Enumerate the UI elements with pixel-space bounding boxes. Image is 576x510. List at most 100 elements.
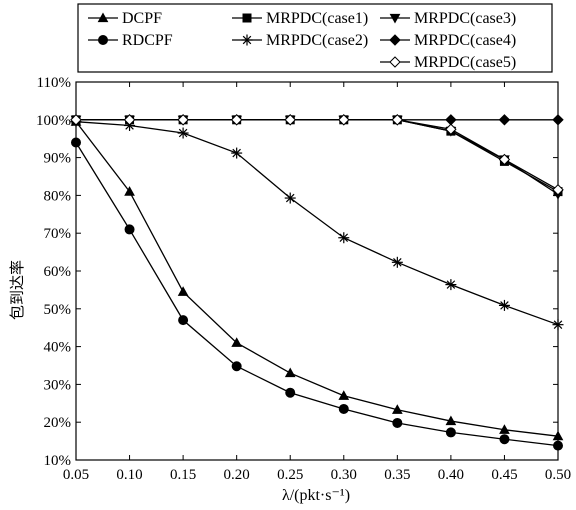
data-point-mrpdc-case5 [284,114,296,126]
legend-label: MRPDC(case3) [414,10,516,27]
data-point-mrpdc-case2 [552,319,564,331]
series-line-mrpdc-case2 [75,121,559,326]
data-point-dcpf [231,337,243,347]
y-tick-label: 10% [44,453,72,469]
x-tick-label: 0.20 [224,467,250,483]
y-tick-label: 40% [44,340,72,356]
x-tick-label: 0.40 [438,467,464,483]
data-point-mrpdc-case5 [445,123,457,135]
legend-item: MRPDC(case1) [232,10,368,27]
data-point-mrpdc-case2 [231,147,243,159]
y-tick-label: 60% [44,264,72,280]
data-point-mrpdc-case5 [177,114,189,126]
y-tick-label: 110% [37,75,71,91]
data-point-mrpdc-case5 [391,114,404,126]
asterisk-stroke [500,301,509,310]
legend-item: MRPDC(case3) [380,10,516,27]
data-point-dcpf [445,415,457,426]
series-mrpdc-case5 [70,114,564,196]
legend-marker [389,13,401,24]
y-tick-label: 90% [44,151,72,167]
asterisk-stroke [553,320,563,329]
series-line-mrpdc-case3 [76,119,559,195]
data-point-mrpdc-case5 [70,114,82,126]
x-tick-label: 0.15 [170,467,196,483]
x-tick-label: 0.45 [491,467,517,483]
data-point-dcpf [284,367,296,378]
y-tick-label: 50% [44,302,72,318]
asterisk-stroke [232,148,241,158]
data-point-rdcpf [445,427,456,438]
data-point-mrpdc-case2 [177,127,189,139]
data-point-rdcpf [285,387,296,398]
data-point-mrpdc-case2 [284,192,296,204]
x-tick-label: 0.05 [63,467,89,483]
data-point-rdcpf [553,440,563,451]
series-line-mrpdc-case5 [76,119,559,191]
series-mrpdc-case3 [70,115,564,200]
legend-item: DCPF [88,10,162,27]
legend-box [77,3,553,73]
legend-marker [241,34,253,46]
legend-item: MRPDC(case5) [380,54,516,71]
legend-label: MRPDC(case2) [266,32,368,49]
series-line-rdcpf [75,142,559,447]
asterisk-stroke [393,258,402,267]
asterisk-stroke [446,280,456,289]
data-point-mrpdc-case4 [552,114,564,126]
data-point-mrpdc-case4 [445,114,457,126]
data-point-mrpdc-case5 [552,184,564,196]
series-line-dcpf [75,121,559,437]
y-tick-label: 80% [44,188,72,204]
legend-item: RDCPF [88,32,173,49]
legend-marker [389,34,401,46]
y-tick-label: 100% [36,113,71,129]
legend-item: MRPDC(case4) [380,32,516,49]
data-point-dcpf [499,424,510,434]
y-tick-label: 30% [44,377,72,393]
asterisk-stroke [285,193,295,203]
data-point-rdcpf [71,137,81,148]
legend-label: MRPDC(case4) [414,32,516,49]
legend-label: MRPDC(case1) [266,10,368,27]
y-tick-label: 20% [44,415,72,431]
legend-item: MRPDC(case2) [232,32,368,49]
data-point-rdcpf [338,403,349,414]
x-tick-label: 0.10 [116,467,142,483]
data-point-rdcpf [178,315,189,326]
legend-label: MRPDC(case5) [414,54,516,71]
data-point-mrpdc-case5 [338,114,350,126]
data-point-mrpdc-case5 [123,114,136,126]
data-point-mrpdc-case5 [498,153,511,166]
series-mrpdc-case2 [70,116,564,331]
x-tick-label: 0.35 [384,467,410,483]
data-point-rdcpf [392,417,403,428]
series-line-mrpdc-case1 [76,119,559,193]
data-point-rdcpf [499,434,510,445]
asterisk-stroke [178,128,188,138]
data-point-dcpf [338,390,350,400]
y-axis-title: 包到达率 [8,260,26,320]
data-point-dcpf [177,286,189,296]
legend-marker [389,56,401,68]
data-point-mrpdc-case2 [338,232,350,244]
data-point-dcpf [391,404,403,414]
legend-label: RDCPF [122,32,173,49]
data-point-mrpdc-case4 [498,114,511,126]
data-point-mrpdc-case2 [391,256,403,268]
asterisk-stroke [242,35,252,45]
legend-marker [242,13,252,23]
data-point-rdcpf [124,224,135,235]
legend-marker [98,35,108,45]
data-point-mrpdc-case5 [230,114,243,126]
data-point-rdcpf [231,361,242,372]
data-point-mrpdc-case2 [445,279,457,291]
asterisk-stroke [339,233,349,243]
plot-layer: 0.05 0.10 0.15 0.20 0.25 0.30 0.35 0.40 0.45 0.50… [36,75,571,483]
legend-label: DCPF [122,10,162,27]
plot-frame [75,81,559,461]
data-point-dcpf [124,186,135,196]
x-tick-label: 0.25 [277,467,303,483]
series-rdcpf [71,137,563,451]
